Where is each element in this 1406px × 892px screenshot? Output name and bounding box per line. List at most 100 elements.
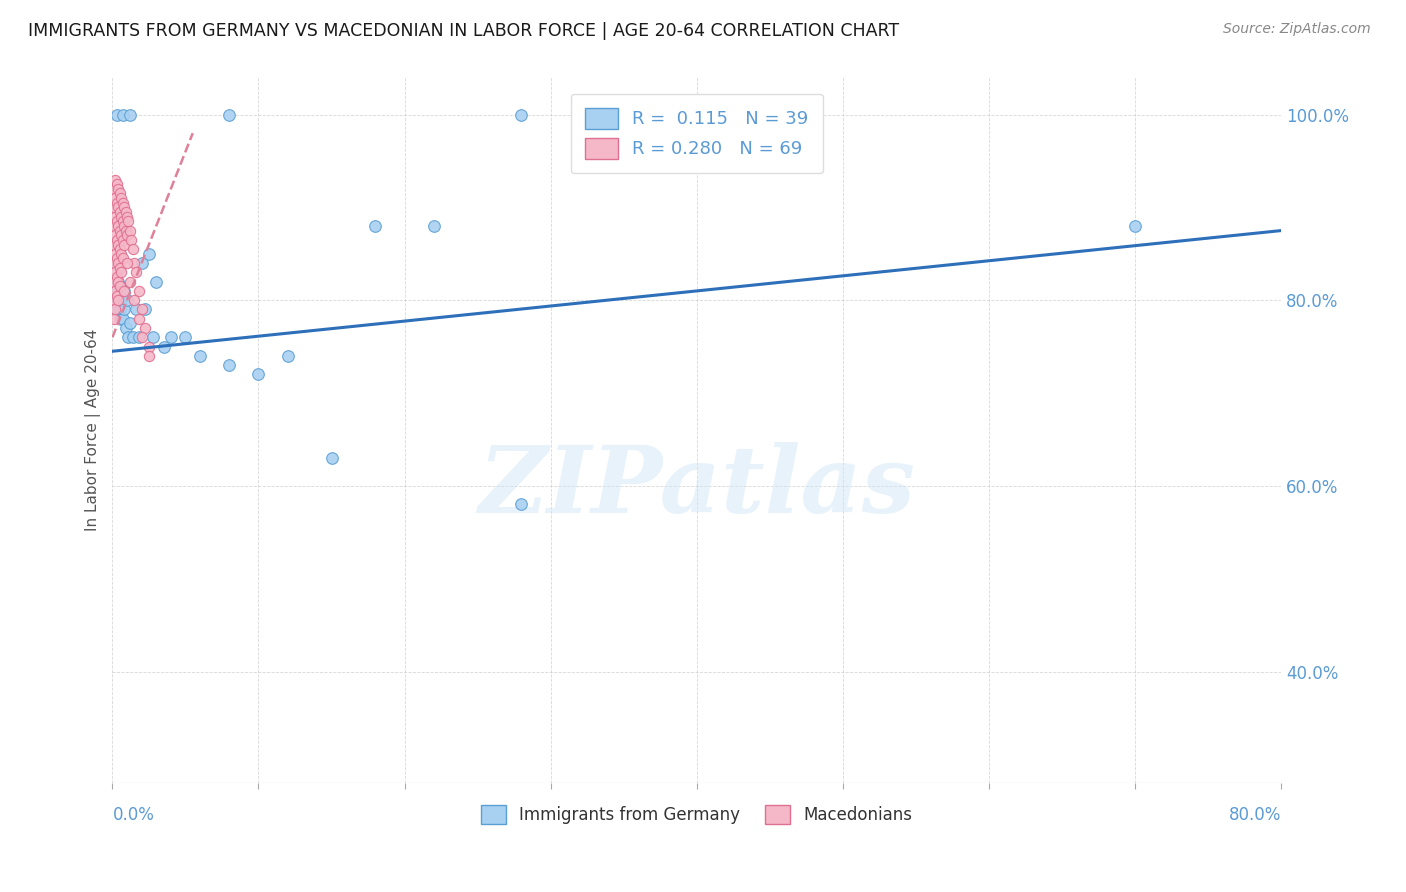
Point <box>107 219 129 233</box>
Point <box>134 302 156 317</box>
Point <box>142 330 165 344</box>
Point <box>714 107 737 121</box>
Point <box>110 293 132 308</box>
Point <box>138 247 160 261</box>
Point <box>103 201 125 215</box>
Text: Source: ZipAtlas.com: Source: ZipAtlas.com <box>1223 22 1371 37</box>
Point <box>104 302 127 317</box>
Point <box>188 349 211 363</box>
Point <box>110 228 132 243</box>
Point <box>364 219 387 233</box>
Point <box>1123 219 1146 233</box>
Point <box>118 224 141 238</box>
Point <box>108 279 131 293</box>
Point <box>105 252 128 266</box>
Point <box>105 177 128 191</box>
Point <box>111 214 134 228</box>
Point <box>103 219 125 233</box>
Point <box>111 107 134 121</box>
Point <box>107 237 129 252</box>
Point <box>114 224 136 238</box>
Point <box>118 107 141 121</box>
Point <box>160 330 183 344</box>
Point <box>138 340 160 354</box>
Point <box>103 293 125 308</box>
Point <box>104 228 127 243</box>
Point <box>138 349 160 363</box>
Point <box>110 210 132 224</box>
Text: 80.0%: 80.0% <box>1229 806 1281 824</box>
Point <box>104 265 127 279</box>
Point <box>128 284 150 298</box>
Point <box>114 321 136 335</box>
Point <box>111 252 134 266</box>
Point <box>145 275 167 289</box>
Point <box>112 284 135 298</box>
Point <box>103 182 125 196</box>
Point <box>111 311 134 326</box>
Point <box>110 311 132 326</box>
Point <box>105 107 128 121</box>
Point <box>117 330 139 344</box>
Point <box>105 288 128 302</box>
Point <box>111 233 134 247</box>
Point <box>108 242 131 256</box>
Point <box>105 302 128 317</box>
Point <box>174 330 197 344</box>
Point <box>107 201 129 215</box>
Point <box>105 284 128 298</box>
Point <box>131 330 153 344</box>
Point <box>103 311 125 326</box>
Point <box>110 265 132 279</box>
Point <box>104 284 127 298</box>
Point <box>104 210 127 224</box>
Point <box>321 450 343 465</box>
Point <box>112 201 135 215</box>
Point <box>112 302 135 317</box>
Point <box>108 302 131 317</box>
Point <box>108 205 131 219</box>
Point <box>277 349 299 363</box>
Point <box>103 256 125 270</box>
Point <box>218 107 240 121</box>
Point <box>714 107 737 121</box>
Point <box>117 214 139 228</box>
Legend: R =  0.115   N = 39, R = 0.280   N = 69: R = 0.115 N = 39, R = 0.280 N = 69 <box>571 94 823 173</box>
Point <box>118 275 141 289</box>
Point <box>110 191 132 205</box>
Point <box>108 186 131 201</box>
Point <box>247 368 270 382</box>
Point <box>107 275 129 289</box>
Point <box>108 224 131 238</box>
Point <box>104 172 127 186</box>
Point <box>118 317 141 331</box>
Point <box>125 302 148 317</box>
Point <box>128 311 150 326</box>
Point <box>105 195 128 210</box>
Point <box>108 260 131 275</box>
Point <box>104 247 127 261</box>
Point <box>112 284 135 298</box>
Text: ZIPatlas: ZIPatlas <box>478 442 915 532</box>
Point <box>107 182 129 196</box>
Point <box>104 191 127 205</box>
Text: IMMIGRANTS FROM GERMANY VS MACEDONIAN IN LABOR FORCE | AGE 20-64 CORRELATION CHA: IMMIGRANTS FROM GERMANY VS MACEDONIAN IN… <box>28 22 900 40</box>
Text: 0.0%: 0.0% <box>112 806 155 824</box>
Point <box>121 330 143 344</box>
Point <box>103 237 125 252</box>
Point <box>124 256 146 270</box>
Point <box>120 233 142 247</box>
Point <box>112 219 135 233</box>
Point <box>107 293 129 308</box>
Point <box>107 256 129 270</box>
Point <box>423 219 446 233</box>
Point <box>115 256 138 270</box>
Point <box>114 205 136 219</box>
Point <box>107 293 129 308</box>
Point <box>115 228 138 243</box>
Point <box>103 275 125 289</box>
Point <box>121 242 143 256</box>
Point <box>125 265 148 279</box>
Point <box>124 293 146 308</box>
Point <box>218 358 240 372</box>
